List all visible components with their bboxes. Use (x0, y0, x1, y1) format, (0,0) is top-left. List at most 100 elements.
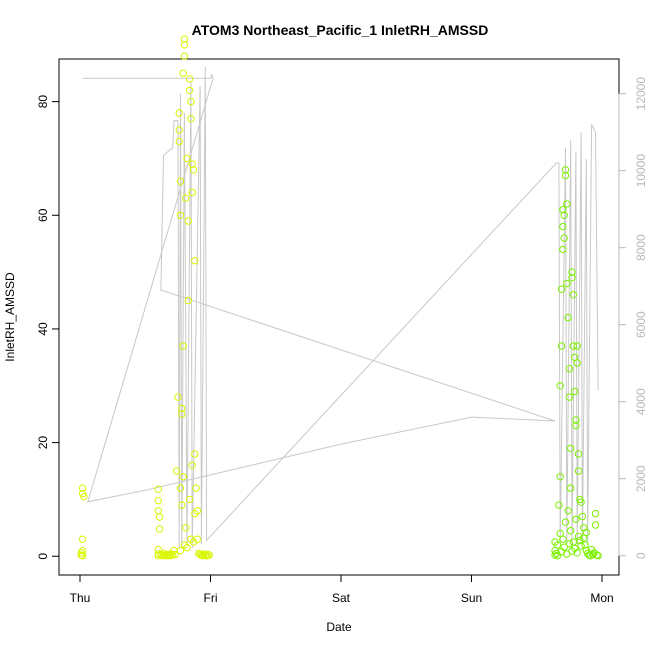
data-point (78, 535, 87, 543)
data-point (560, 234, 568, 242)
data-point (174, 393, 182, 401)
data-point (175, 126, 183, 134)
x-tick-label: Sun (461, 591, 482, 605)
x-tick-label: Mon (590, 591, 613, 605)
data-point (573, 342, 581, 350)
data-point (172, 467, 181, 475)
data-point (185, 86, 194, 95)
data-point (187, 97, 195, 106)
data-point (191, 450, 199, 458)
data-point (159, 549, 168, 558)
data-point (178, 404, 186, 413)
y-tick-label: 40 (36, 322, 50, 336)
data-point (568, 274, 576, 282)
data-point (176, 177, 185, 185)
line-layer (82, 66, 599, 549)
data-point (559, 245, 567, 254)
data-point (591, 521, 600, 529)
data-point (187, 115, 195, 123)
data-point (180, 41, 189, 49)
data-point (570, 387, 579, 396)
data-point (154, 507, 163, 515)
data-point (183, 154, 191, 163)
data-point (184, 296, 193, 305)
data-point (560, 543, 568, 551)
data-point (191, 257, 199, 265)
y-tick-label: 80 (36, 95, 50, 109)
data-point (179, 342, 187, 350)
data-point (176, 484, 185, 492)
data-point (178, 501, 186, 509)
x-tick-label: Thu (70, 591, 91, 605)
data-point (569, 291, 577, 299)
data-point (565, 540, 574, 548)
y2-tick-label: 6000 (634, 311, 648, 338)
data-point (557, 342, 566, 350)
y-tick-label: 20 (36, 436, 50, 450)
data-point (564, 507, 572, 515)
data-point (175, 137, 183, 146)
data-point (594, 552, 602, 560)
data-point (178, 410, 186, 418)
data-point (188, 188, 196, 197)
data-point (589, 550, 597, 559)
data-point (180, 52, 189, 60)
data-point (568, 268, 576, 276)
data-point (154, 496, 163, 505)
data-point (182, 194, 190, 202)
data-point (565, 365, 574, 373)
data-point (573, 359, 581, 367)
y2-tick-label: 12000 (634, 77, 648, 111)
y2-tick-label: 4000 (634, 388, 648, 415)
data-point (574, 532, 583, 541)
data-point (556, 473, 564, 481)
data-point (560, 211, 568, 220)
data-point (78, 484, 87, 492)
data-point (78, 552, 87, 560)
y2-axis: 0 2000 4000 6000 8000 10000 12000 (618, 77, 648, 559)
data-point (155, 513, 164, 521)
data-point (577, 498, 585, 506)
y2-tick-label: 8000 (634, 234, 648, 261)
data-point (573, 549, 581, 557)
data-point (559, 535, 567, 543)
data-point (180, 35, 189, 43)
data-point (578, 512, 587, 521)
data-point (567, 527, 575, 535)
data-point (557, 285, 566, 293)
data-point (582, 528, 590, 537)
data-point (561, 166, 570, 174)
data-point (183, 544, 191, 552)
data-point (182, 524, 190, 532)
data-point (171, 550, 180, 559)
plot-frame (58, 58, 620, 576)
data-point (574, 450, 583, 458)
y2-tick-label: 2000 (634, 465, 648, 492)
data-point (185, 495, 194, 504)
y-tick-label: 60 (36, 208, 50, 222)
data-point (179, 473, 187, 481)
points-layer (77, 35, 602, 560)
data-point (192, 484, 200, 492)
data-point (561, 171, 570, 180)
data-point (559, 222, 567, 231)
data-point (563, 200, 571, 208)
data-point (179, 69, 187, 77)
series-line (82, 66, 599, 549)
data-point (188, 461, 196, 469)
data-point (564, 313, 572, 322)
data-point (155, 525, 164, 533)
data-point (591, 509, 600, 518)
data-point (556, 382, 564, 390)
x-tick-label: Fri (204, 591, 218, 605)
data-point (193, 507, 202, 515)
data-point (205, 551, 213, 559)
y2-tick-label: 0 (634, 552, 648, 559)
data-point (574, 467, 583, 475)
data-point (80, 492, 88, 501)
data-point (561, 518, 570, 526)
y2-tick-label: 10000 (634, 154, 648, 188)
data-point (176, 211, 185, 220)
chart-title: ATOM3 Northeast_Pacific_1 InletRH_AMSSD (192, 22, 489, 38)
